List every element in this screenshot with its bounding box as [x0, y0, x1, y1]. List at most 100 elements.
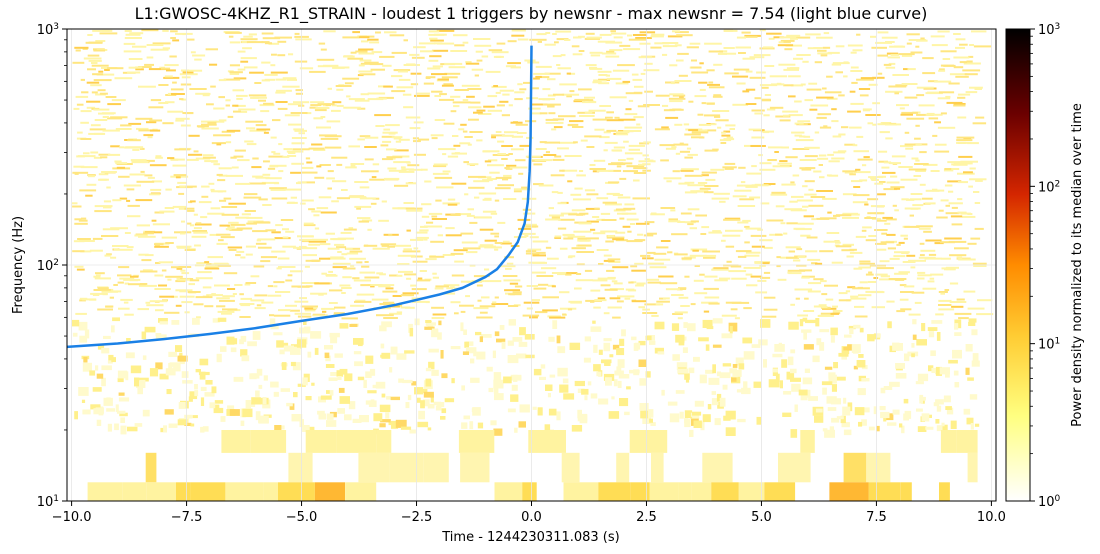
heat-cell	[299, 245, 307, 248]
heat-cell	[794, 288, 813, 291]
heat-cell	[447, 203, 458, 206]
heat-cell	[934, 150, 950, 153]
heat-cell	[619, 177, 627, 180]
heat-cell	[607, 235, 615, 237]
heat-cell	[491, 303, 509, 305]
heat-cell	[269, 165, 279, 168]
heat-cell	[633, 369, 640, 376]
heat-cell	[592, 320, 596, 324]
heat-cell	[268, 155, 284, 158]
heat-cell	[868, 482, 901, 501]
heat-cell	[621, 212, 637, 215]
heat-cell	[495, 131, 502, 133]
heat-cell	[167, 110, 184, 113]
heat-cell	[330, 372, 340, 376]
heat-cell	[216, 353, 222, 363]
heat-cell	[691, 482, 712, 501]
heat-cell	[936, 332, 941, 341]
heat-cell	[151, 219, 157, 222]
heat-cell	[170, 30, 178, 33]
heat-cell	[663, 109, 676, 112]
heat-cell	[967, 242, 977, 245]
heat-cell	[210, 85, 216, 88]
heat-cell	[912, 334, 917, 340]
heat-cell	[258, 198, 268, 201]
heat-cell	[925, 202, 936, 205]
heat-cell	[617, 196, 631, 199]
heat-cell	[369, 63, 384, 66]
x-tick-label: 5.0	[751, 510, 772, 525]
heat-cell	[590, 300, 595, 303]
heat-cell	[389, 34, 405, 37]
heat-cell	[431, 49, 449, 52]
heat-cell	[338, 387, 345, 393]
heat-cell	[519, 88, 527, 91]
heat-cell	[785, 246, 801, 249]
heat-cell	[547, 257, 559, 260]
heat-cell	[442, 170, 451, 173]
heat-cell	[473, 180, 490, 183]
heat-cell	[822, 197, 837, 200]
heat-cell	[437, 234, 443, 237]
heat-cell	[706, 254, 717, 257]
heat-cell	[903, 237, 908, 240]
heat-cell	[342, 77, 360, 80]
heat-cell	[328, 302, 338, 304]
heat-cell	[734, 317, 740, 320]
heat-cell	[532, 406, 537, 410]
heat-cell	[827, 211, 832, 214]
heat-cell	[817, 157, 829, 160]
heat-cell	[161, 236, 177, 239]
heat-cell	[314, 347, 319, 355]
heat-cell	[647, 281, 661, 284]
heat-cell	[258, 99, 266, 102]
heat-cell	[813, 47, 823, 49]
heat-cell	[229, 409, 240, 416]
heat-cell	[527, 61, 540, 64]
heat-cell	[603, 254, 612, 257]
heat-cell	[954, 312, 972, 315]
heat-cell	[350, 163, 365, 165]
heat-cell	[477, 299, 482, 302]
heat-cell	[949, 73, 968, 76]
heat-cell	[518, 341, 528, 347]
heat-cell	[263, 375, 268, 381]
heat-cell	[361, 219, 373, 222]
heat-cell	[332, 104, 337, 107]
heat-cell	[167, 157, 175, 160]
heat-cell	[111, 99, 126, 102]
heat-cell	[969, 178, 987, 181]
heat-cell	[794, 134, 802, 137]
heat-cell	[544, 72, 561, 75]
heat-cell	[646, 278, 660, 281]
heat-cell	[74, 265, 84, 268]
heat-cell	[76, 268, 85, 271]
heat-cell	[172, 39, 180, 42]
heat-cell	[117, 377, 124, 383]
heat-cell	[167, 278, 172, 281]
heat-cell	[375, 381, 386, 389]
heat-cell	[729, 325, 733, 334]
heat-cell	[914, 163, 929, 165]
heat-cell	[473, 307, 489, 310]
heat-cell	[302, 254, 317, 257]
heat-cell	[464, 341, 469, 348]
heat-cell	[283, 148, 293, 151]
heat-cell	[802, 377, 813, 385]
heat-cell	[267, 285, 273, 288]
heat-cell	[301, 171, 318, 174]
heat-cell	[788, 272, 802, 275]
heat-cell	[861, 378, 870, 382]
heat-cell	[763, 296, 776, 299]
heat-cell	[425, 76, 436, 79]
heat-cell	[80, 138, 92, 140]
heat-cell	[329, 332, 340, 338]
heat-cell	[252, 96, 267, 99]
heat-cell	[372, 384, 378, 389]
heat-cell	[955, 46, 965, 49]
heat-cell	[606, 269, 615, 272]
heat-cell	[450, 50, 468, 52]
heat-cell	[429, 255, 445, 258]
heat-cell	[425, 301, 430, 304]
